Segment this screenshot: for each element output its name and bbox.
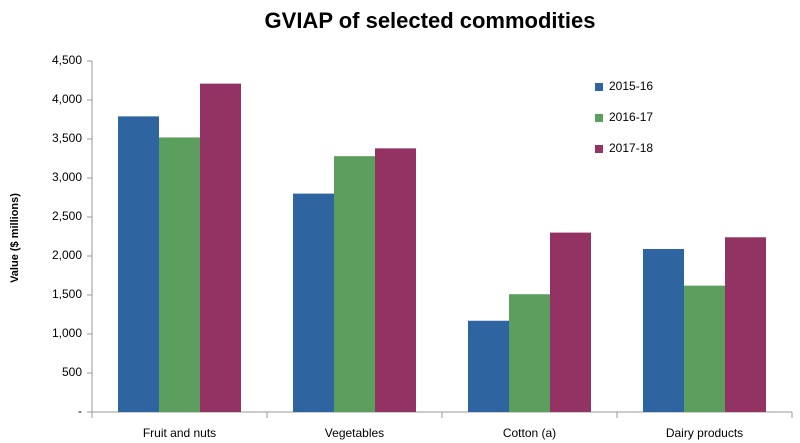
x-tick-label: Cotton (a) [503,426,556,440]
y-tick-label: 3,500 [52,131,82,145]
bar [334,156,375,412]
bar [375,148,416,413]
bar [509,294,550,412]
y-tick-label: 2,000 [52,248,82,262]
y-tick-label: 2,500 [52,209,82,223]
y-tick-label: 1,000 [52,326,82,340]
y-tick-label: 4,500 [52,53,82,67]
legend-swatch [595,145,603,153]
x-tick-label: Dairy products [666,426,743,440]
legend-swatch [595,114,603,122]
y-tick-label: 500 [62,365,82,379]
x-tick-label: Vegetables [325,426,384,440]
bar [468,320,509,412]
bar [200,83,241,413]
bar [118,116,159,412]
legend-swatch [595,83,603,91]
chart-title: GVIAP of selected commodities [265,8,596,33]
bar [159,137,200,412]
bar [643,248,684,412]
bar [550,232,591,412]
legend-label: 2015-16 [609,79,653,93]
y-tick-label: 3,000 [52,170,82,184]
y-tick-label: 1,500 [52,287,82,301]
x-tick-label: Fruit and nuts [143,426,216,440]
bar [684,285,725,412]
legend-label: 2016-17 [609,110,653,124]
y-axis-label: Value ($ millions) [9,193,21,283]
legend-label: 2017-18 [609,141,653,155]
bar [725,237,766,412]
y-tick-label: - [78,404,82,418]
y-tick-label: 4,000 [52,92,82,106]
bar [293,193,334,412]
